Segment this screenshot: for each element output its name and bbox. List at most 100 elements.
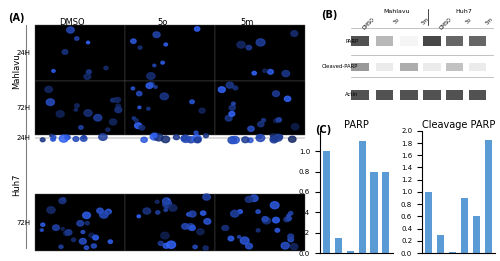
- Circle shape: [152, 134, 157, 138]
- Circle shape: [92, 244, 96, 248]
- Title: PARP: PARP: [344, 120, 368, 130]
- Circle shape: [226, 82, 234, 88]
- Circle shape: [100, 211, 108, 218]
- Circle shape: [240, 237, 249, 244]
- Bar: [36, 81, 125, 135]
- Circle shape: [72, 238, 76, 241]
- Circle shape: [73, 137, 79, 141]
- Circle shape: [66, 27, 74, 33]
- Text: Huh7: Huh7: [455, 9, 472, 14]
- Circle shape: [163, 243, 169, 248]
- Circle shape: [104, 66, 108, 70]
- Bar: [446, 90, 464, 100]
- Circle shape: [106, 209, 111, 214]
- Circle shape: [74, 104, 79, 108]
- Circle shape: [288, 212, 293, 215]
- Circle shape: [245, 196, 252, 202]
- Circle shape: [238, 210, 242, 213]
- Circle shape: [272, 91, 280, 97]
- Circle shape: [257, 135, 262, 138]
- Bar: [423, 36, 440, 46]
- Circle shape: [115, 107, 121, 112]
- Circle shape: [81, 230, 85, 234]
- Text: (C): (C): [315, 125, 331, 135]
- Circle shape: [194, 131, 198, 134]
- Circle shape: [250, 195, 258, 201]
- Circle shape: [78, 126, 83, 129]
- Circle shape: [114, 98, 120, 102]
- Text: 5m: 5m: [485, 17, 494, 26]
- Circle shape: [116, 104, 120, 108]
- Circle shape: [60, 135, 68, 142]
- Circle shape: [228, 137, 236, 144]
- Circle shape: [229, 111, 235, 116]
- Circle shape: [204, 134, 208, 138]
- Bar: [352, 36, 369, 46]
- Circle shape: [192, 135, 201, 142]
- Circle shape: [110, 119, 116, 125]
- Circle shape: [74, 108, 78, 111]
- Circle shape: [189, 226, 196, 230]
- Circle shape: [138, 106, 141, 109]
- Circle shape: [52, 70, 55, 72]
- Text: 5o: 5o: [393, 17, 401, 25]
- Circle shape: [130, 39, 136, 43]
- Bar: [446, 36, 464, 46]
- Circle shape: [194, 27, 200, 31]
- Circle shape: [203, 246, 208, 250]
- Circle shape: [51, 137, 56, 141]
- Bar: [472, 216, 480, 253]
- Circle shape: [203, 194, 210, 200]
- Circle shape: [256, 134, 264, 141]
- Circle shape: [86, 41, 90, 44]
- Circle shape: [82, 136, 86, 139]
- Circle shape: [262, 217, 270, 224]
- Circle shape: [274, 134, 282, 141]
- Circle shape: [274, 119, 278, 123]
- Circle shape: [218, 87, 226, 92]
- Circle shape: [146, 107, 150, 110]
- Circle shape: [108, 240, 112, 244]
- Text: DMSO: DMSO: [439, 17, 453, 31]
- Circle shape: [238, 236, 240, 238]
- Circle shape: [290, 244, 298, 250]
- Bar: [215, 25, 304, 81]
- Circle shape: [50, 134, 53, 137]
- Bar: [335, 238, 342, 253]
- Circle shape: [132, 87, 134, 90]
- Circle shape: [115, 97, 120, 102]
- Circle shape: [94, 115, 102, 121]
- Circle shape: [77, 221, 84, 226]
- Circle shape: [182, 223, 188, 229]
- Bar: [376, 63, 394, 71]
- Circle shape: [41, 223, 45, 226]
- Circle shape: [288, 238, 294, 242]
- Circle shape: [80, 136, 87, 141]
- Circle shape: [64, 231, 70, 235]
- Circle shape: [174, 135, 180, 140]
- Bar: [125, 194, 215, 251]
- Circle shape: [40, 138, 45, 142]
- Text: DMSO: DMSO: [362, 17, 376, 31]
- Circle shape: [256, 229, 260, 232]
- Circle shape: [222, 226, 228, 230]
- Circle shape: [163, 198, 168, 202]
- Circle shape: [246, 243, 252, 249]
- Circle shape: [40, 229, 43, 231]
- Circle shape: [150, 133, 159, 140]
- Circle shape: [56, 111, 64, 117]
- Circle shape: [52, 136, 56, 139]
- Circle shape: [85, 222, 89, 225]
- Circle shape: [154, 134, 163, 141]
- Circle shape: [154, 86, 157, 88]
- Text: Actin: Actin: [345, 92, 358, 97]
- Circle shape: [165, 200, 170, 204]
- Bar: [346, 251, 354, 253]
- Circle shape: [197, 229, 204, 235]
- Bar: [400, 63, 418, 71]
- Bar: [423, 63, 440, 71]
- Circle shape: [110, 98, 116, 102]
- Bar: [461, 198, 468, 253]
- Text: 5o: 5o: [465, 17, 472, 25]
- Circle shape: [228, 236, 234, 241]
